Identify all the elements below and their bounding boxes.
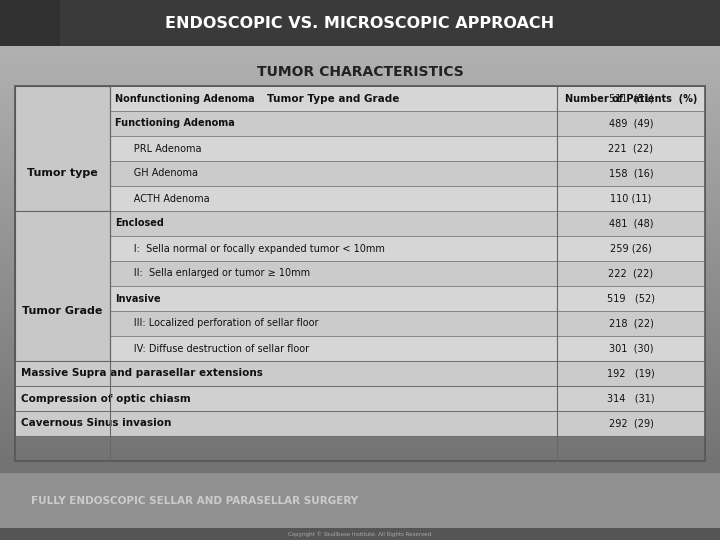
Bar: [110, 286, 557, 311]
Text: 481  (48): 481 (48): [608, 219, 653, 228]
Bar: [557, 286, 705, 311]
Bar: [15, 211, 110, 361]
Text: Massive Supra and parasellar extensions: Massive Supra and parasellar extensions: [21, 368, 263, 379]
Bar: [15, 311, 110, 336]
Bar: [110, 86, 557, 111]
Text: Invasive: Invasive: [115, 294, 161, 303]
Text: IV: Diffuse destruction of sellar floor: IV: Diffuse destruction of sellar floor: [115, 343, 309, 354]
Text: 292  (29): 292 (29): [608, 418, 654, 429]
Bar: [0, 473, 720, 528]
Bar: [557, 311, 705, 336]
Bar: [557, 236, 705, 261]
Text: Tumor type: Tumor type: [27, 168, 98, 179]
Bar: [15, 386, 557, 411]
Text: 158  (16): 158 (16): [608, 168, 653, 179]
Bar: [557, 386, 705, 411]
Text: Enclosed: Enclosed: [115, 219, 164, 228]
Bar: [15, 86, 705, 461]
Bar: [557, 261, 705, 286]
Bar: [0, 0, 720, 46]
Text: Tumor Type and Grade: Tumor Type and Grade: [267, 93, 400, 104]
Bar: [15, 86, 110, 111]
Bar: [15, 186, 110, 211]
Bar: [0, 0, 60, 46]
Bar: [110, 211, 557, 236]
Text: 519   (52): 519 (52): [607, 294, 655, 303]
Bar: [15, 211, 110, 236]
Text: Compression of optic chiasm: Compression of optic chiasm: [21, 394, 191, 403]
Text: Tumor Grade: Tumor Grade: [22, 306, 103, 316]
Text: FULLY ENDOSCOPIC SELLAR AND PARASELLAR SURGERY: FULLY ENDOSCOPIC SELLAR AND PARASELLAR S…: [32, 496, 359, 505]
Bar: [110, 336, 557, 361]
Text: Copyright © Skullbase Institute. All Rights Reserved.: Copyright © Skullbase Institute. All Rig…: [287, 531, 433, 537]
Bar: [557, 411, 705, 436]
Text: Functioning Adenoma: Functioning Adenoma: [115, 118, 235, 129]
Text: Nonfunctioning Adenoma: Nonfunctioning Adenoma: [115, 93, 255, 104]
Bar: [15, 111, 110, 136]
Text: ACTH Adenoma: ACTH Adenoma: [115, 193, 210, 204]
Bar: [557, 161, 705, 186]
Text: 314   (31): 314 (31): [607, 394, 654, 403]
Bar: [110, 261, 557, 286]
Text: PRL Adenoma: PRL Adenoma: [115, 144, 202, 153]
Text: Cavernous Sinus invasion: Cavernous Sinus invasion: [21, 418, 171, 429]
Text: III: Localized perforation of sellar floor: III: Localized perforation of sellar flo…: [115, 319, 318, 328]
Bar: [110, 136, 557, 161]
Bar: [557, 336, 705, 361]
Bar: [110, 186, 557, 211]
Text: I:  Sella normal or focally expanded tumor < 10mm: I: Sella normal or focally expanded tumo…: [115, 244, 385, 253]
Bar: [15, 236, 110, 261]
Bar: [15, 361, 557, 386]
Bar: [557, 111, 705, 136]
Text: 301  (30): 301 (30): [608, 343, 653, 354]
Bar: [110, 161, 557, 186]
Bar: [15, 261, 110, 286]
Text: Number of Patients  (%): Number of Patients (%): [564, 93, 697, 104]
Text: TUMOR CHARACTERISTICS: TUMOR CHARACTERISTICS: [256, 65, 464, 79]
Bar: [110, 111, 557, 136]
Text: 221  (22): 221 (22): [608, 144, 654, 153]
Text: ENDOSCOPIC VS. MICROSCOPIC APPROACH: ENDOSCOPIC VS. MICROSCOPIC APPROACH: [166, 16, 554, 30]
Text: 110 (11): 110 (11): [611, 193, 652, 204]
Text: 511  (51): 511 (51): [608, 93, 653, 104]
Bar: [15, 86, 110, 111]
Text: GH Adenoma: GH Adenoma: [115, 168, 198, 179]
Text: II:  Sella enlarged or tumor ≥ 10mm: II: Sella enlarged or tumor ≥ 10mm: [115, 268, 310, 279]
Bar: [557, 86, 705, 111]
Bar: [15, 86, 110, 211]
Text: 222  (22): 222 (22): [608, 268, 654, 279]
Bar: [0, 528, 720, 540]
Text: 489  (49): 489 (49): [608, 118, 653, 129]
Bar: [110, 236, 557, 261]
Bar: [557, 186, 705, 211]
Text: 259 (26): 259 (26): [610, 244, 652, 253]
Bar: [557, 136, 705, 161]
Bar: [15, 336, 110, 361]
Bar: [110, 86, 557, 111]
Bar: [557, 86, 705, 111]
Bar: [557, 211, 705, 236]
Bar: [15, 286, 110, 311]
Bar: [15, 136, 110, 161]
Bar: [557, 361, 705, 386]
Bar: [15, 161, 110, 186]
Text: 192   (19): 192 (19): [607, 368, 655, 379]
Bar: [110, 311, 557, 336]
Text: 218  (22): 218 (22): [608, 319, 654, 328]
Bar: [15, 411, 557, 436]
Text: Tumor type: Tumor type: [32, 93, 94, 104]
